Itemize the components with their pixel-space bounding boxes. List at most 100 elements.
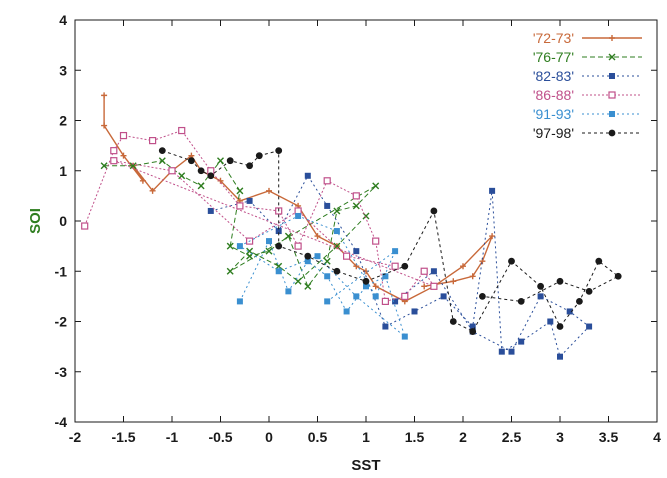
data-point: [411, 308, 418, 315]
axis-ticks: -2 -1.5 -1 -0.5 0 0.5 1 1.5 2 2.5 3 3.5 4 -4 -3 -2 -1 0 1 2…: [55, 12, 662, 445]
data-point: [275, 268, 282, 275]
data-point: [469, 323, 476, 330]
data-point: [226, 157, 234, 165]
data-point: [449, 318, 457, 325]
data-point: [236, 202, 244, 210]
data-point: [110, 157, 118, 165]
data-point: [324, 273, 331, 280]
x-tick-label: 1: [362, 429, 370, 445]
data-point: [353, 248, 360, 255]
y-tick-label: -1: [55, 263, 68, 279]
data-point: [421, 283, 428, 290]
data-point: [372, 182, 380, 190]
x-tick-label: -0.5: [208, 429, 232, 445]
data-point: [207, 172, 215, 180]
data-point: [294, 242, 302, 250]
data-point: [304, 258, 311, 265]
data-point: [430, 207, 438, 215]
data-point: [469, 273, 476, 280]
series-line: [104, 159, 377, 288]
data-point: [324, 202, 331, 209]
data-point: [266, 187, 272, 194]
data-point: [372, 283, 379, 290]
data-point: [236, 187, 244, 195]
data-point: [614, 272, 622, 280]
data-point: [101, 92, 108, 99]
data-point: [556, 277, 564, 285]
y-axis-label: SOI: [27, 208, 44, 234]
data-point: [207, 207, 214, 214]
data-point: [119, 131, 128, 140]
data-point: [401, 333, 408, 340]
x-tick-label: -1.5: [111, 429, 135, 445]
data-point: [556, 323, 564, 330]
x-tick-label: 2: [459, 429, 467, 445]
data-point: [236, 298, 243, 305]
data-point: [420, 267, 428, 275]
data-point: [139, 177, 146, 184]
legend: '72-73' '76-77' '82-83' '86-88' '91-93' '97-9…: [533, 30, 642, 141]
data-point: [197, 182, 205, 190]
data-point: [595, 257, 603, 265]
data-point: [129, 162, 137, 170]
legend-marker: [609, 35, 615, 41]
data-point: [275, 242, 283, 250]
data-point: [363, 283, 369, 290]
series-line: [162, 150, 620, 333]
data-point: [392, 248, 399, 255]
data-point: [226, 242, 234, 250]
y-tick-label: -4: [55, 414, 68, 430]
data-point: [382, 273, 389, 280]
y-tick-label: 3: [59, 62, 67, 78]
data-point: [343, 308, 350, 315]
data-point: [401, 262, 409, 270]
data-point: [188, 157, 195, 165]
data-point: [489, 233, 496, 240]
data-point: [343, 252, 351, 260]
x-tick-label: 0.5: [308, 429, 328, 445]
data-point: [246, 197, 253, 204]
series-line: [84, 129, 436, 303]
data-point: [197, 167, 205, 175]
data-point: [295, 212, 302, 219]
legend-label: '76-77': [533, 49, 574, 65]
data-point: [314, 253, 321, 260]
data-point: [178, 126, 186, 135]
data-point: [566, 308, 573, 315]
legend-marker: [608, 53, 616, 61]
legend-marker: [609, 73, 615, 79]
data-point: [275, 262, 283, 270]
y-tick-label: -3: [55, 364, 68, 380]
y-tick-label: 0: [59, 213, 67, 229]
data-point: [333, 207, 341, 215]
legend-label: '86-88': [533, 87, 574, 103]
legend-marker: [608, 91, 616, 99]
data-point: [304, 252, 312, 260]
data-point: [479, 292, 486, 300]
data-point: [391, 262, 399, 270]
data-point: [158, 157, 166, 165]
data-point: [585, 287, 593, 295]
data-point: [586, 323, 593, 330]
data-point: [517, 298, 525, 305]
x-tick-label: 2.5: [502, 429, 522, 445]
data-point: [149, 187, 156, 194]
data-point: [557, 353, 563, 360]
x-axis-label: SST: [351, 457, 380, 474]
data-point: [372, 293, 379, 300]
data-point: [372, 237, 380, 245]
data-point: [489, 187, 496, 194]
data-point: [576, 298, 583, 305]
x-tick-label: -1: [166, 429, 179, 445]
data-point: [440, 293, 447, 300]
data-point: [217, 157, 224, 165]
data-point: [284, 232, 292, 240]
data-point: [265, 247, 273, 255]
x-tick-label: 3: [556, 429, 564, 445]
data-point: [381, 297, 389, 305]
data-point: [333, 242, 341, 250]
data-point: [392, 298, 399, 305]
data-point: [352, 202, 360, 210]
data-series: [81, 92, 622, 360]
